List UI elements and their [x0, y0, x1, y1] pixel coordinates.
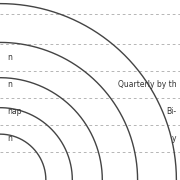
Text: n: n: [7, 134, 12, 143]
Text: Bi-: Bi-: [166, 107, 176, 116]
Text: Quarterly by th: Quarterly by th: [118, 80, 176, 89]
Text: n: n: [7, 53, 12, 62]
Text: n: n: [7, 80, 12, 89]
Text: y: y: [172, 134, 176, 143]
Text: nap: nap: [7, 107, 22, 116]
